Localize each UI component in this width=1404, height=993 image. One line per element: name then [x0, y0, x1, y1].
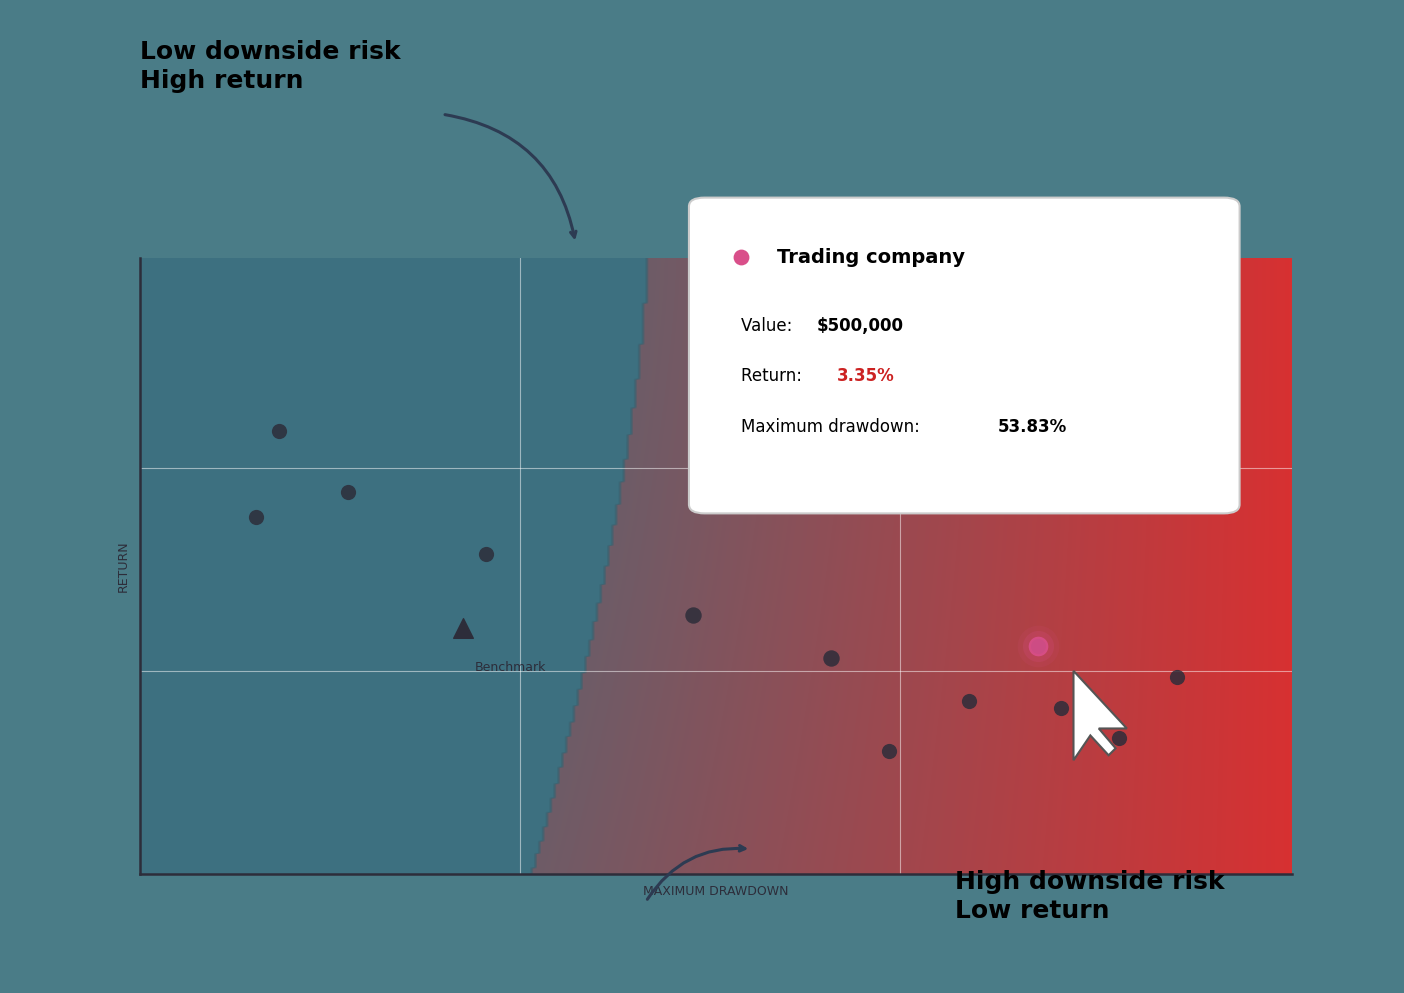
- Point: [1050, 700, 1073, 716]
- Point: [820, 650, 842, 666]
- Text: Maximum drawdown:: Maximum drawdown:: [741, 418, 925, 436]
- Text: $500,000: $500,000: [816, 317, 903, 335]
- Y-axis label: RETURN: RETURN: [117, 540, 129, 592]
- Point: [878, 743, 900, 759]
- X-axis label: MAXIMUM DRAWDOWN: MAXIMUM DRAWDOWN: [643, 885, 789, 898]
- Text: Trading company: Trading company: [778, 247, 966, 267]
- Point: [1108, 731, 1130, 747]
- Point: [1028, 638, 1050, 654]
- Point: [1028, 638, 1050, 654]
- Point: [1165, 669, 1188, 685]
- Point: [730, 249, 753, 265]
- Point: [1028, 638, 1050, 654]
- Text: High downside risk
Low return: High downside risk Low return: [955, 870, 1224, 923]
- Text: Low downside risk
High return: Low downside risk High return: [140, 40, 402, 93]
- Text: Return:: Return:: [741, 367, 807, 385]
- Polygon shape: [1074, 671, 1127, 761]
- Point: [452, 620, 475, 636]
- Point: [244, 508, 267, 524]
- Point: [267, 423, 289, 439]
- FancyBboxPatch shape: [689, 198, 1240, 513]
- Point: [682, 608, 705, 624]
- Point: [337, 485, 359, 500]
- Point: [1028, 638, 1050, 654]
- Point: [958, 693, 980, 709]
- Text: Value:: Value:: [741, 317, 797, 335]
- Text: 53.83%: 53.83%: [998, 418, 1067, 436]
- Point: [475, 546, 497, 562]
- Text: 3.35%: 3.35%: [837, 367, 894, 385]
- Text: Benchmark: Benchmark: [475, 661, 546, 674]
